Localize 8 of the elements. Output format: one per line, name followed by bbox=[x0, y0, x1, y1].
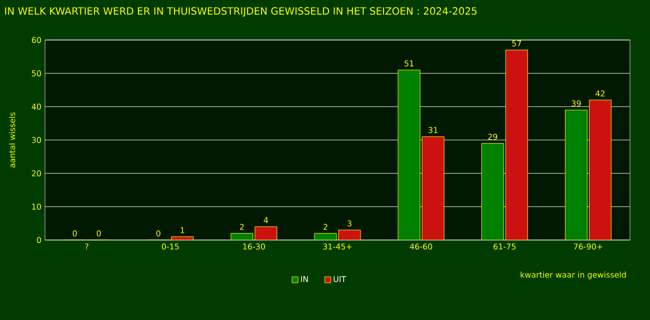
bar bbox=[398, 70, 420, 240]
bar bbox=[505, 50, 528, 240]
bar bbox=[481, 143, 504, 240]
chart-title: IN WELK KWARTIER WERD ER IN THUISWEDSTRIJDEN GEWISSELD IN HET SEIZOEN : 2024-2025 bbox=[5, 7, 477, 17]
bar bbox=[422, 136, 444, 240]
bar bbox=[254, 226, 277, 240]
bar bbox=[564, 110, 588, 240]
bar bbox=[588, 100, 612, 240]
